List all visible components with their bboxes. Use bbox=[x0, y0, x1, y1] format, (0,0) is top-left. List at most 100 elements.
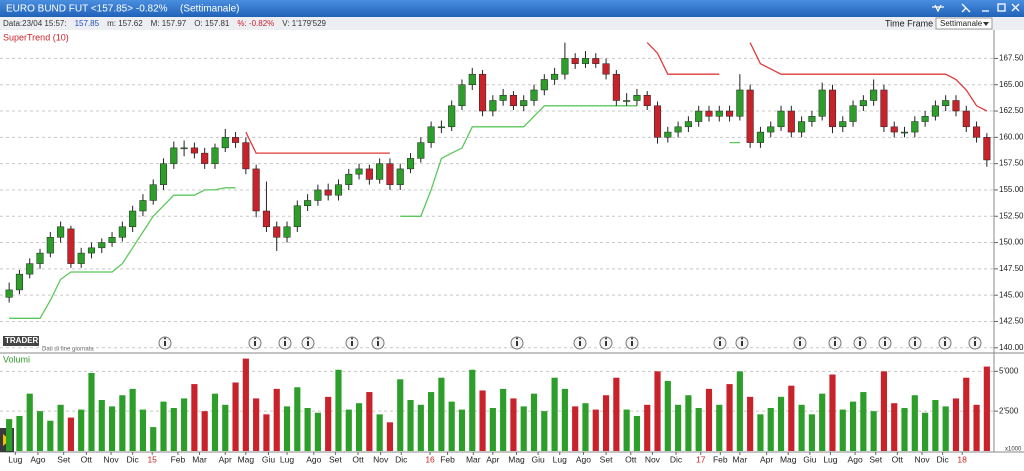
event-icon[interactable] bbox=[573, 336, 587, 350]
candle-body bbox=[509, 94, 517, 107]
candle-body bbox=[427, 126, 435, 143]
volume-bar bbox=[345, 409, 352, 451]
candle-body bbox=[870, 89, 878, 101]
candle-body bbox=[839, 121, 847, 128]
candle-body bbox=[715, 110, 723, 117]
event-icon[interactable] bbox=[713, 336, 727, 350]
candle-body bbox=[726, 110, 734, 117]
event-icon[interactable] bbox=[278, 336, 292, 350]
event-icon-glyph bbox=[351, 341, 353, 346]
info-field: V: 1'179'529 bbox=[282, 19, 326, 28]
y-tick-label: 160.00 bbox=[999, 132, 1024, 141]
watermark-box bbox=[3, 336, 39, 346]
event-icon[interactable] bbox=[828, 336, 842, 350]
candle-body bbox=[623, 100, 631, 102]
event-icon[interactable] bbox=[793, 336, 807, 350]
candle-body bbox=[746, 89, 754, 143]
event-icon[interactable] bbox=[968, 336, 982, 350]
candle-body bbox=[900, 131, 909, 134]
candle-body bbox=[118, 226, 126, 238]
volume-bar bbox=[757, 414, 764, 451]
event-icon-dot bbox=[516, 337, 518, 340]
candle-body bbox=[643, 94, 651, 107]
volume-bar bbox=[294, 387, 301, 451]
x-tick-label: Mag bbox=[238, 454, 255, 464]
volume-bar bbox=[561, 388, 568, 451]
volume-bar bbox=[232, 382, 239, 451]
candle-body bbox=[736, 89, 744, 117]
x-tick-label: Nov bbox=[914, 454, 930, 464]
x-tick-label: Dic bbox=[127, 454, 140, 464]
volume-bar bbox=[438, 377, 445, 451]
volume-bar bbox=[469, 369, 476, 451]
x-tick-label: Ago bbox=[306, 454, 321, 464]
volume-bar bbox=[819, 393, 826, 451]
dropdown-arrow[interactable] bbox=[983, 22, 989, 26]
event-icon-glyph bbox=[605, 341, 607, 346]
event-icon-glyph bbox=[859, 341, 861, 346]
candle-body bbox=[890, 126, 898, 133]
volume-bar bbox=[973, 404, 980, 451]
x-tick-label: 18 bbox=[957, 454, 967, 464]
event-icon-dot bbox=[799, 337, 801, 340]
event-icon-glyph bbox=[377, 341, 379, 346]
candle-body bbox=[499, 94, 507, 101]
volume-bar bbox=[355, 403, 363, 451]
candle-body bbox=[880, 89, 888, 128]
candle-body bbox=[489, 100, 497, 112]
event-icon[interactable] bbox=[599, 336, 613, 350]
y-tick-label: 145.00 bbox=[999, 290, 1024, 299]
event-icon[interactable] bbox=[510, 336, 524, 350]
y-tick-label: 167.50 bbox=[999, 54, 1024, 63]
window-controls[interactable] bbox=[932, 3, 1020, 13]
candle-body bbox=[221, 137, 229, 149]
x-tick-label: Ago bbox=[848, 454, 863, 464]
volume-bar bbox=[685, 395, 692, 451]
volume-bar bbox=[119, 395, 126, 451]
y-tick-label: 152.50 bbox=[999, 211, 1024, 220]
candle-body bbox=[314, 189, 322, 201]
volume-bar bbox=[304, 407, 311, 451]
event-icon[interactable] bbox=[371, 336, 385, 350]
x-tick-label: Apr bbox=[760, 454, 773, 464]
event-icon[interactable] bbox=[345, 336, 359, 350]
info-field: %: -0.82% bbox=[237, 19, 274, 28]
event-icon-glyph bbox=[974, 341, 976, 346]
volume-bar bbox=[644, 404, 651, 451]
candle-body bbox=[921, 116, 929, 122]
volume-bar bbox=[397, 379, 404, 451]
volume-bar bbox=[767, 407, 774, 451]
volume-bar bbox=[860, 392, 867, 451]
event-icon[interactable] bbox=[301, 336, 315, 350]
x-tick-label: Mag bbox=[780, 454, 797, 464]
volume-bar bbox=[78, 409, 85, 451]
candle-body bbox=[962, 110, 970, 128]
y-tick-label: 147.50 bbox=[999, 264, 1024, 273]
event-icon[interactable] bbox=[248, 336, 262, 350]
volume-bar bbox=[366, 392, 373, 451]
event-icon[interactable] bbox=[158, 336, 172, 350]
event-icon[interactable] bbox=[853, 336, 867, 350]
x-tick-label: Lug bbox=[8, 454, 22, 464]
event-icon[interactable] bbox=[735, 336, 749, 350]
candle-body bbox=[530, 89, 538, 101]
volume-bar bbox=[849, 401, 857, 451]
volume-bar bbox=[108, 406, 116, 451]
volume-bar bbox=[139, 409, 147, 451]
time-frame-select[interactable] bbox=[935, 17, 993, 30]
time-frame-value[interactable]: Settimanale bbox=[940, 19, 983, 28]
event-icon-glyph bbox=[164, 341, 166, 346]
event-icon[interactable] bbox=[908, 336, 922, 350]
event-icon[interactable] bbox=[625, 336, 639, 350]
event-icon-dot bbox=[944, 337, 946, 340]
x-tick-label: Set bbox=[869, 454, 882, 464]
x-tick-label: 17 bbox=[696, 454, 706, 464]
event-icon[interactable] bbox=[878, 336, 892, 350]
event-icon-dot bbox=[284, 337, 286, 340]
x-tick-label: Feb bbox=[171, 454, 186, 464]
candle-body bbox=[77, 252, 85, 264]
volume-bar bbox=[201, 411, 208, 451]
event-icon[interactable] bbox=[938, 336, 952, 350]
x-tick-label: 16 bbox=[425, 454, 435, 464]
